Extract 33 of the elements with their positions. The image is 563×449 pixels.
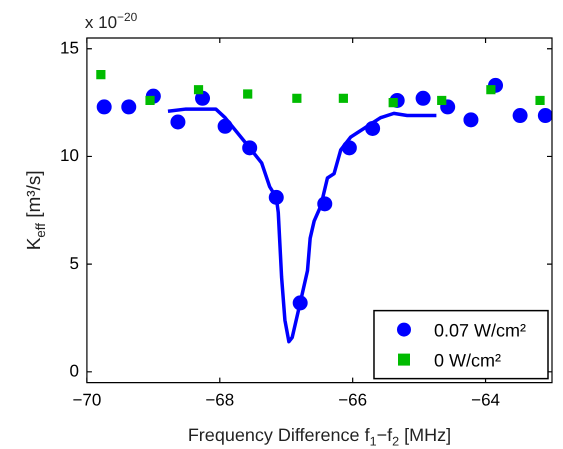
point bbox=[437, 96, 446, 106]
point bbox=[338, 94, 348, 103]
point bbox=[486, 85, 496, 94]
point bbox=[218, 118, 233, 134]
point bbox=[96, 99, 112, 114]
y-tick-label: 15 bbox=[60, 38, 79, 58]
point bbox=[121, 99, 136, 114]
x-tick-label: −64 bbox=[471, 390, 500, 410]
point bbox=[96, 70, 106, 80]
point bbox=[317, 196, 332, 212]
point bbox=[170, 114, 186, 130]
point bbox=[416, 90, 431, 106]
legend-label: 0 W/cm² bbox=[434, 350, 501, 371]
point bbox=[243, 89, 252, 99]
point bbox=[535, 96, 545, 106]
x-tick-label: −68 bbox=[205, 390, 234, 410]
y-tick-label: 0 bbox=[69, 362, 79, 381]
point bbox=[512, 108, 528, 124]
y-tick-label: 10 bbox=[60, 146, 79, 166]
point bbox=[268, 190, 284, 205]
point bbox=[292, 94, 302, 103]
y-axis-title: Keff [m³/s] bbox=[24, 170, 48, 250]
x-tick-label: −66 bbox=[338, 390, 368, 410]
point bbox=[365, 120, 380, 136]
point bbox=[292, 295, 308, 310]
point bbox=[342, 140, 357, 156]
point bbox=[242, 140, 258, 156]
legend-label: 0.07 W/cm² bbox=[434, 320, 526, 341]
point bbox=[194, 85, 204, 94]
point bbox=[463, 112, 478, 128]
y-tick-label: 5 bbox=[69, 254, 79, 273]
point bbox=[538, 108, 552, 124]
x-tick-label: −70 bbox=[72, 390, 102, 410]
